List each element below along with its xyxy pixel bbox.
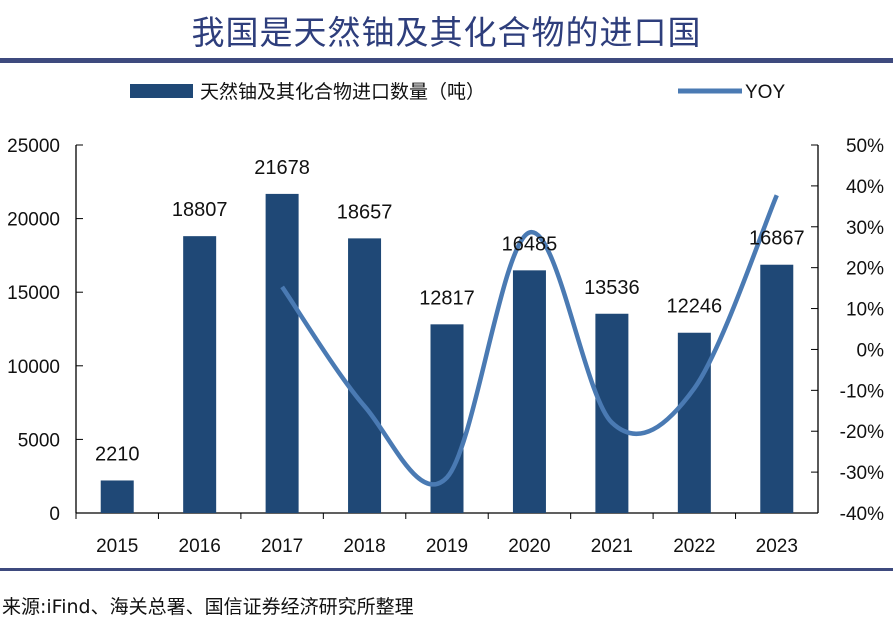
right-tick-label: -10% xyxy=(840,381,884,402)
data-label: 16485 xyxy=(502,233,558,255)
legend-bar-label: 天然铀及其化合物进口数量（吨） xyxy=(200,81,485,103)
bar-2015 xyxy=(100,480,134,513)
x-tick-label: 2023 xyxy=(756,536,798,557)
x-tick-label: 2017 xyxy=(261,536,303,557)
legend-line-label: YOY xyxy=(745,82,785,103)
bar-2021 xyxy=(595,313,629,513)
data-label: 12817 xyxy=(419,287,475,309)
right-tick-label: 40% xyxy=(846,177,884,198)
right-tick-label: -20% xyxy=(840,422,884,443)
x-tick-label: 2018 xyxy=(343,536,385,557)
data-label: 18657 xyxy=(337,201,393,223)
right-tick-label: -30% xyxy=(840,463,884,484)
legend-bar-swatch xyxy=(130,84,193,98)
bar-2022 xyxy=(677,332,711,513)
right-tick-label: -40% xyxy=(840,504,884,525)
bar-2016 xyxy=(183,236,217,514)
left-tick-label: 25000 xyxy=(7,136,60,157)
data-label: 21678 xyxy=(254,157,310,179)
source-note: 来源:iFind、海关总署、国信证券经济研究所整理 xyxy=(2,596,414,618)
legend: 天然铀及其化合物进口数量（吨） YOY xyxy=(130,81,785,103)
left-tick-label: 0 xyxy=(49,504,60,525)
footer-rule xyxy=(0,568,893,571)
bar-2019 xyxy=(430,324,464,513)
right-tick-label: 50% xyxy=(846,136,884,157)
right-tick-label: 30% xyxy=(846,218,884,239)
data-label: 16867 xyxy=(749,228,805,250)
bar-2017 xyxy=(265,193,299,513)
data-label: 2210 xyxy=(95,443,140,465)
left-tick-label: 10000 xyxy=(7,357,60,378)
x-tick-label: 2015 xyxy=(96,536,138,557)
bar-2020 xyxy=(512,270,546,513)
x-tick-label: 2016 xyxy=(179,536,221,557)
right-tick-label: 0% xyxy=(857,340,885,361)
right-tick-label: 10% xyxy=(846,300,884,321)
right-tick-label: 20% xyxy=(846,259,884,280)
x-tick-label: 2019 xyxy=(426,536,468,557)
left-tick-label: 15000 xyxy=(7,283,60,304)
x-tick-label: 2022 xyxy=(673,536,715,557)
x-tick-label: 2020 xyxy=(508,536,550,557)
bar-2018 xyxy=(348,238,382,513)
left-tick-label: 5000 xyxy=(18,430,60,451)
data-label: 18807 xyxy=(172,199,228,221)
title-rule xyxy=(0,58,893,63)
bar-2023 xyxy=(760,264,794,513)
left-tick-label: 20000 xyxy=(7,210,60,231)
data-label: 13536 xyxy=(584,277,640,299)
yoy-line xyxy=(280,194,779,487)
chart-title: 我国是天然铀及其化合物的进口国 xyxy=(191,13,702,52)
x-tick-label: 2021 xyxy=(591,536,633,557)
data-label: 12246 xyxy=(667,296,723,318)
